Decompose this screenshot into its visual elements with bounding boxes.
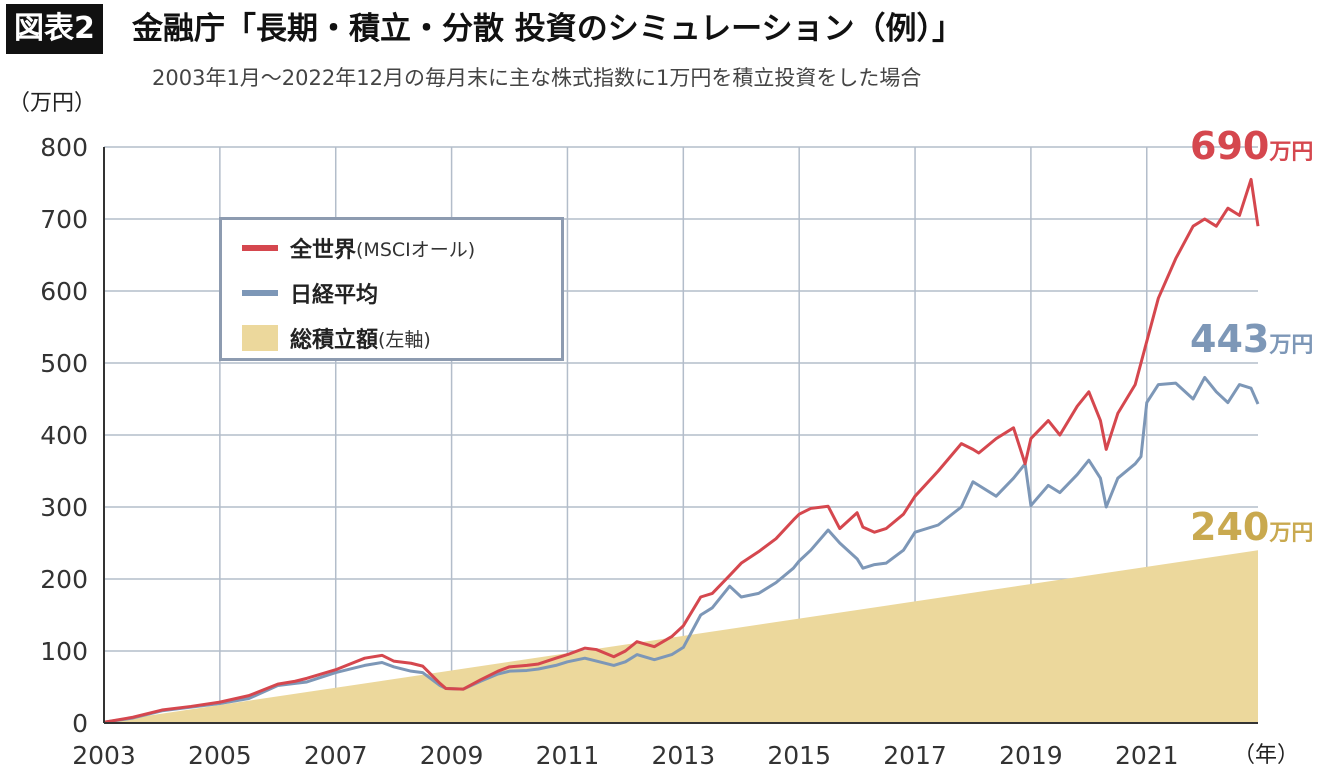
y-tick-label: 600: [40, 277, 88, 306]
legend-note-world: (MSCIオール): [356, 238, 476, 261]
x-tick-label: 2019: [999, 741, 1063, 770]
x-tick-label: 2007: [304, 741, 368, 770]
x-tick-label: 2005: [188, 741, 252, 770]
series-lines-layer: [103, 177, 1260, 724]
legend-label-world: 全世界: [290, 238, 357, 263]
page-title: 金融庁「長期・積立・分散 投資のシミュレーション（例）」: [132, 11, 964, 47]
series-line-world: [103, 177, 1260, 724]
chart-legend: 全世界 (MSCIオール) 日経平均 総積立額 (左軸): [219, 217, 564, 361]
end-unit-world: 万円: [1269, 140, 1314, 165]
x-tick-label: 2021: [1115, 741, 1179, 770]
legend-item-cumulative: 総積立額 (左軸): [242, 323, 431, 353]
y-tick-label: 200: [40, 565, 88, 594]
legend-label-nikkei: 日経平均: [290, 283, 379, 308]
legend-swatch-nikkei: [242, 290, 278, 296]
y-axis-unit-label: （万円）: [8, 91, 96, 116]
x-tick-label: 2017: [883, 741, 947, 770]
x-axis-unit-label: （年）: [1233, 743, 1299, 768]
legend-note-cumulative: (左軸): [378, 328, 431, 351]
x-tick-label: 2013: [652, 741, 716, 770]
y-tick-label: 800: [40, 133, 88, 162]
area-cumulative: [104, 550, 1258, 723]
end-label-cumulative: 240万円: [1190, 505, 1313, 549]
axes-layer: 0 100 200 300 400 500 600 700 800 2003 2005 2007 200…: [40, 133, 1258, 770]
y-tick-label: 400: [40, 421, 88, 450]
x-tick-label: 2003: [72, 741, 136, 770]
x-tick-label: 2011: [536, 741, 600, 770]
chart-subtitle: 2003年1月〜2022年12月の毎月末に主な株式指数に1万円を積立投資をした場…: [152, 66, 922, 90]
legend-swatch-cumulative: [242, 325, 278, 351]
legend-swatch-world: [242, 245, 278, 251]
end-label-nikkei: 443万円: [1190, 317, 1313, 361]
y-tick-label: 700: [40, 205, 88, 234]
end-label-world: 690万円: [1190, 124, 1313, 168]
legend-label-cumulative: 総積立額: [290, 328, 379, 353]
y-tick-label: 300: [40, 493, 88, 522]
end-value-cumulative: 240: [1190, 505, 1270, 549]
end-unit-cumulative: 万円: [1269, 521, 1314, 546]
cumulative-area-layer: [104, 550, 1258, 723]
x-tick-label: 2015: [767, 741, 831, 770]
end-value-nikkei: 443: [1190, 317, 1270, 361]
x-tick-label: 2009: [420, 741, 484, 770]
legend-item-nikkei: 日経平均: [242, 278, 378, 308]
y-tick-label: 100: [40, 637, 88, 666]
legend-item-world: 全世界 (MSCIオール): [242, 233, 475, 263]
figure-tag: 図表2: [6, 4, 103, 54]
end-value-world: 690: [1190, 124, 1270, 168]
end-unit-nikkei: 万円: [1269, 333, 1314, 358]
series-line-nikkei: [103, 375, 1260, 724]
y-tick-label: 500: [40, 349, 88, 378]
y-tick-label: 0: [72, 709, 88, 738]
